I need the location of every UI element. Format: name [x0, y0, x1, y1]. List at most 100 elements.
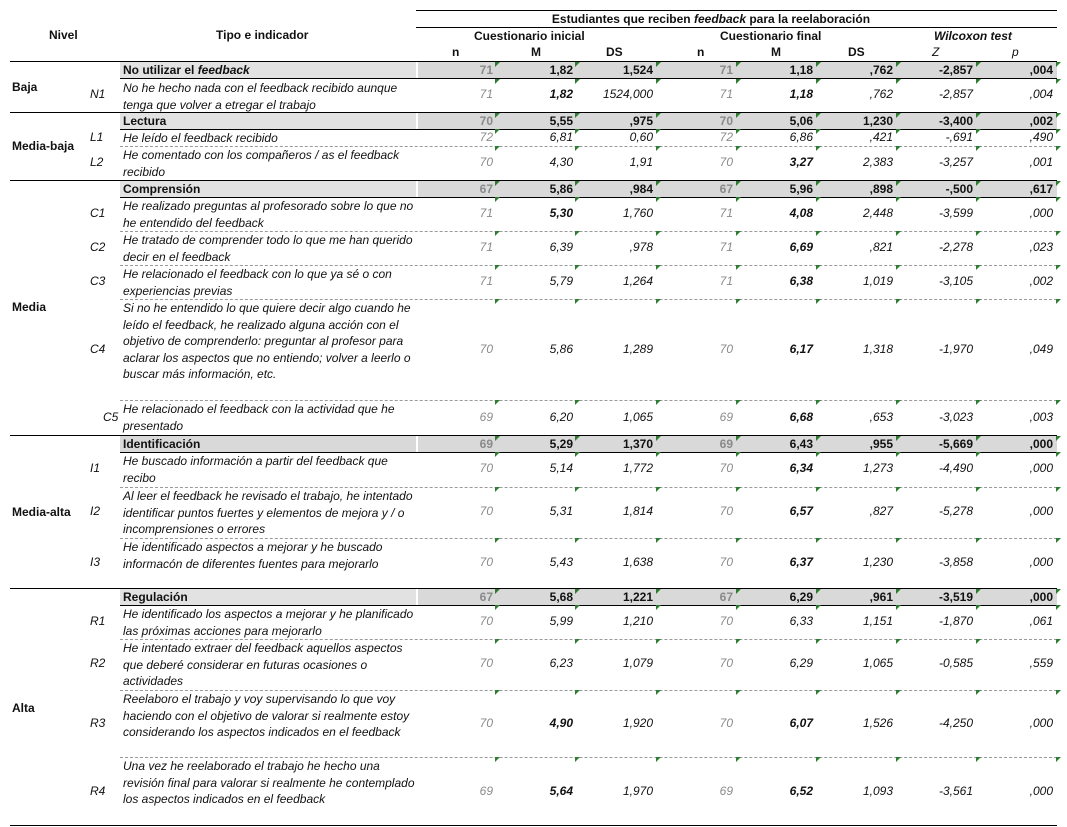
- cell-marker-icon: [976, 400, 981, 405]
- item-m2: 6,52: [789, 784, 813, 798]
- category-n1: 71: [479, 63, 493, 77]
- cell-marker-icon: [896, 129, 901, 134]
- indicator-text: He leído el feedback recibido: [123, 131, 278, 145]
- item-z: -1,970: [938, 342, 973, 356]
- item-n2: 70: [719, 461, 733, 475]
- cell-marker-icon: [656, 589, 661, 594]
- cell-marker-icon: [896, 265, 901, 270]
- cell-marker-icon: [736, 487, 741, 492]
- indicator-code: C4: [90, 342, 106, 356]
- cell-marker-icon: [656, 400, 661, 405]
- cell-marker-icon: [656, 265, 661, 270]
- cell-marker-icon: [1056, 436, 1061, 441]
- item-ds1: 1,264: [622, 274, 653, 288]
- item-ds1: 1,289: [622, 342, 653, 356]
- item-m1: 6,81: [549, 130, 573, 144]
- category-n1: 67: [479, 590, 493, 604]
- indicator-text: He intentado extraer del feedback aquell…: [123, 641, 403, 688]
- item-m2: 6,68: [789, 410, 813, 424]
- cell-marker-icon: [816, 79, 821, 84]
- category-ds2: ,961: [869, 590, 893, 604]
- indicator-text: Si no he entendido lo que quiere decir a…: [123, 301, 411, 381]
- header-n1: n: [452, 45, 460, 59]
- cell-marker-icon: [736, 299, 741, 304]
- cell-marker-icon: [816, 639, 821, 644]
- item-p: ,000: [1029, 716, 1053, 730]
- cell-marker-icon: [736, 129, 741, 134]
- cell-marker-icon: [896, 79, 901, 84]
- cell-marker-icon: [495, 452, 500, 457]
- header-inicial: Cuestionario inicial: [474, 29, 585, 43]
- item-m1: 5,43: [549, 555, 573, 569]
- category-label-text: Lectura: [123, 114, 167, 128]
- cell-marker-icon: [816, 436, 821, 441]
- cell-marker-icon: [656, 79, 661, 84]
- cell-marker-icon: [575, 129, 580, 134]
- category-m1: 5,55: [549, 114, 573, 128]
- cell-marker-icon: [656, 146, 661, 151]
- cell-marker-icon: [575, 231, 580, 236]
- item-n2: 71: [719, 274, 733, 288]
- category-ds1: 1,221: [622, 590, 653, 604]
- item-m2: 4,08: [789, 206, 813, 220]
- cell-marker-icon: [736, 62, 741, 67]
- header-n2: n: [697, 45, 705, 59]
- item-z: -4,250: [938, 716, 973, 730]
- indicator-code: L1: [90, 130, 104, 144]
- category-band-label: [120, 436, 416, 452]
- indicator-text: He buscado información a partir del feed…: [123, 454, 388, 485]
- category-m1: 1,82: [549, 63, 573, 77]
- cell-marker-icon: [976, 129, 981, 134]
- indicator-code: R3: [90, 716, 106, 730]
- cell-marker-icon: [1056, 265, 1061, 270]
- cell-marker-icon: [495, 299, 500, 304]
- category-p: ,002: [1029, 114, 1053, 128]
- category-m1: 5,29: [549, 437, 573, 451]
- item-m1: 6,23: [549, 656, 573, 670]
- cell-marker-icon: [816, 265, 821, 270]
- level-media-baja: Media-baja: [12, 139, 75, 153]
- category-label: Comprensión: [123, 182, 200, 196]
- item-ds2: 1,318: [862, 342, 893, 356]
- item-z: -3,105: [938, 274, 973, 288]
- item-ds2: 1,273: [862, 461, 893, 475]
- item-n2: 70: [719, 614, 733, 628]
- item-p: ,000: [1029, 206, 1053, 220]
- indicator-text: Reelaboro el trabajo y voy supervisando …: [123, 692, 410, 739]
- cell-marker-icon: [816, 197, 821, 202]
- cell-marker-icon: [976, 757, 981, 762]
- item-m1: 6,39: [549, 240, 573, 254]
- cell-marker-icon: [575, 400, 580, 405]
- row-separator: [120, 487, 1057, 488]
- item-n1: 70: [479, 716, 493, 730]
- category-z: -3,519: [938, 590, 973, 604]
- category-z: -3,400: [938, 114, 973, 128]
- cell-marker-icon: [575, 436, 580, 441]
- item-n1: 71: [479, 274, 493, 288]
- cell-marker-icon: [976, 538, 981, 543]
- cell-marker-icon: [656, 639, 661, 644]
- header-p: p: [1012, 45, 1019, 59]
- cell-marker-icon: [1056, 197, 1061, 202]
- cell-marker-icon: [816, 589, 821, 594]
- item-p: ,023: [1029, 240, 1053, 254]
- item-ds2: ,762: [869, 87, 893, 101]
- cell-marker-icon: [736, 538, 741, 543]
- item-ds2: 1,526: [862, 716, 893, 730]
- item-p: ,000: [1029, 555, 1053, 569]
- category-p: ,000: [1029, 437, 1053, 451]
- cell-marker-icon: [656, 129, 661, 134]
- indicator-code: C3: [90, 274, 106, 288]
- category-ds2: 1,230: [862, 114, 893, 128]
- category-label: No utilizar el feedback: [123, 63, 250, 77]
- cell-marker-icon: [816, 113, 821, 118]
- item-p: ,000: [1029, 784, 1053, 798]
- cell-marker-icon: [656, 62, 661, 67]
- cell-marker-icon: [736, 589, 741, 594]
- item-ds2: ,827: [869, 504, 893, 518]
- cell-marker-icon: [495, 197, 500, 202]
- indicator-code: I1: [90, 461, 101, 475]
- indicator-code: R1: [90, 614, 106, 628]
- category-n2: 70: [719, 114, 733, 128]
- cell-marker-icon: [495, 589, 500, 594]
